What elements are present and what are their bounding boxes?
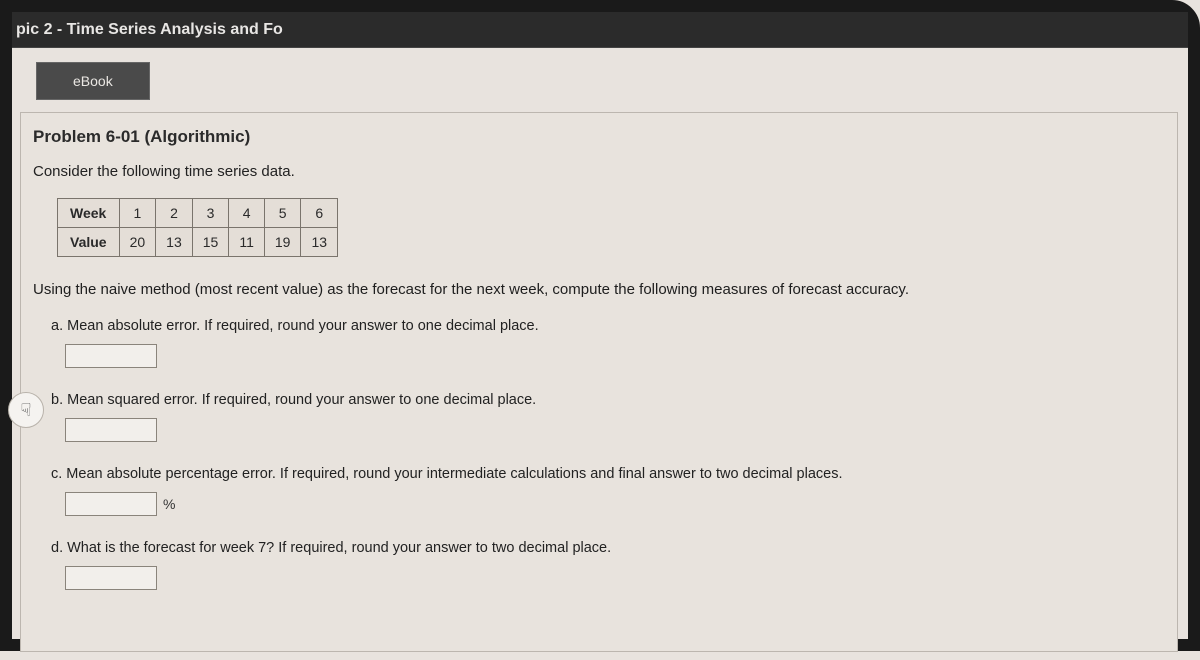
answer-row-d [65,566,1165,590]
row-label-value: Value [58,228,120,257]
value-cell: 19 [264,228,301,257]
question-c: c. Mean absolute percentage error. If re… [51,466,1165,482]
value-cell: 11 [229,228,265,257]
value-cell: 13 [156,228,193,257]
answer-input-c[interactable] [65,492,157,516]
tab-bar: pic 2 - Time Series Analysis and Fo [12,12,1188,48]
value-cell: 20 [119,228,156,257]
row-label-week: Week [58,199,120,228]
value-cell: 13 [301,228,338,257]
instruction-text: Using the naive method (most recent valu… [33,281,1165,298]
value-cell: 15 [192,228,229,257]
table-row: Week 1 2 3 4 5 6 [58,199,338,228]
question-a: a. Mean absolute error. If required, rou… [51,318,1165,334]
content-area: Problem 6-01 (Algorithmic) Consider the … [12,112,1188,660]
week-cell: 6 [301,199,338,228]
problem-lead: Consider the following time series data. [33,163,1165,180]
answer-input-a[interactable] [65,344,157,368]
ebook-button[interactable]: eBook [36,62,150,100]
answer-input-b[interactable] [65,418,157,442]
percent-unit: % [163,496,175,512]
answer-row-b [65,418,1165,442]
answer-row-c: % [65,492,1165,516]
week-cell: 3 [192,199,229,228]
answer-input-d[interactable] [65,566,157,590]
question-b: b. Mean squared error. If required, roun… [51,392,1165,408]
week-cell: 5 [264,199,301,228]
tab-title: pic 2 - Time Series Analysis and Fo [16,21,283,39]
answer-row-a [65,344,1165,368]
hand-cursor-icon: ☟ [8,392,44,428]
problem-title: Problem 6-01 (Algorithmic) [33,127,1165,147]
question-d: d. What is the forecast for week 7? If r… [51,540,1165,556]
time-series-table: Week 1 2 3 4 5 6 Value 20 13 15 11 19 13 [57,198,338,257]
week-cell: 2 [156,199,193,228]
week-cell: 1 [119,199,156,228]
problem-panel: Problem 6-01 (Algorithmic) Consider the … [20,112,1178,652]
week-cell: 4 [229,199,265,228]
table-row: Value 20 13 15 11 19 13 [58,228,338,257]
